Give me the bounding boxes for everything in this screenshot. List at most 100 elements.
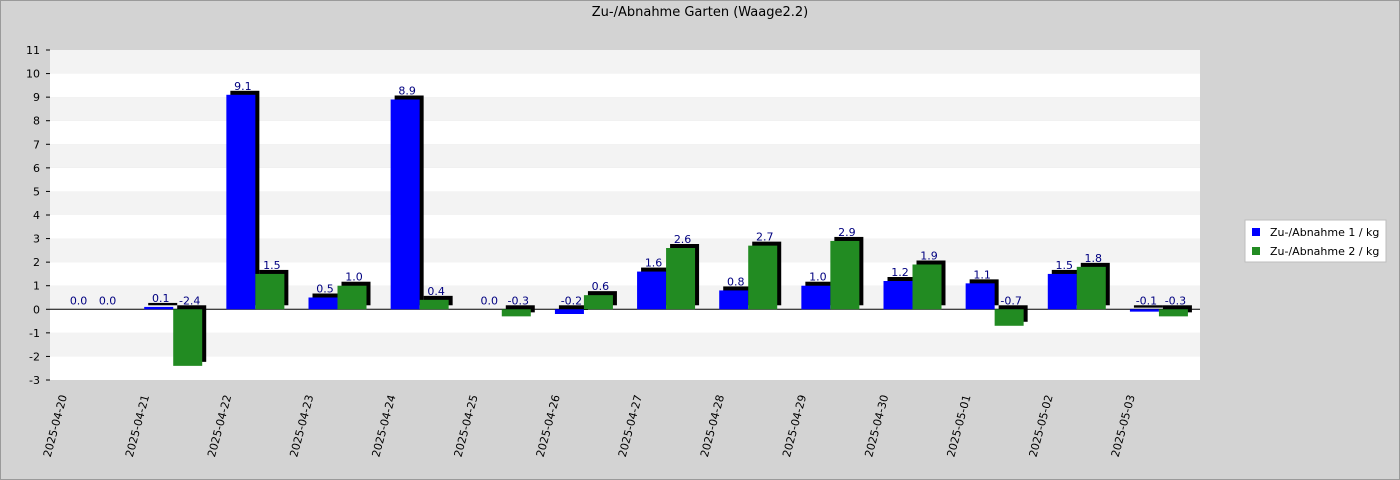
x-tick-label: 2025-04-29 <box>780 393 809 458</box>
data-label-series-2: 2.6 <box>674 233 692 246</box>
data-label-series-2: -0.7 <box>1000 294 1021 307</box>
legend: Zu-/Abnahme 1 / kg Zu-/Abnahme 2 / kg <box>1244 219 1387 263</box>
x-tick-label: 2025-04-20 <box>41 393 70 458</box>
bar-series-1 <box>226 94 256 310</box>
plot-band <box>50 332 1200 357</box>
plot-band <box>50 167 1200 192</box>
bar-series-2 <box>748 245 778 310</box>
data-label-series-1: 0.8 <box>727 275 745 288</box>
bars-group <box>144 90 1192 366</box>
plot-band <box>50 238 1200 263</box>
x-tick-label: 2025-04-22 <box>205 393 234 458</box>
y-tick-label: 5 <box>33 185 40 198</box>
bar-series-1 <box>144 306 174 310</box>
data-label-series-2: 0.4 <box>427 285 445 298</box>
x-tick-label: 2025-04-28 <box>698 393 727 458</box>
bar-series-2 <box>583 295 613 310</box>
bar-series-2 <box>337 285 367 310</box>
bar-series-1 <box>883 281 913 310</box>
data-label-series-2: -0.3 <box>508 294 529 307</box>
x-tick-label: 2025-05-02 <box>1027 393 1056 458</box>
x-tick-label: 2025-04-26 <box>534 393 563 458</box>
bar-series-1 <box>719 290 749 310</box>
bar-shadow <box>505 305 535 313</box>
plot-band <box>50 50 1200 74</box>
x-tick-label: 2025-04-30 <box>862 393 891 458</box>
legend-label-series-2: Zu-/Abnahme 2 / kg <box>1270 245 1379 258</box>
bar-shadow <box>558 305 588 310</box>
bar-series-1 <box>637 271 667 310</box>
bar-series-1 <box>554 309 584 314</box>
y-tick-label: 11 <box>26 44 40 57</box>
plot-background <box>50 50 1200 380</box>
bar-shadow <box>1162 305 1192 313</box>
y-tick-label: 6 <box>33 162 40 175</box>
data-label-series-2: 1.5 <box>263 259 281 272</box>
x-tick-label: 2025-05-03 <box>1109 393 1138 458</box>
y-tick-label: -2 <box>29 350 40 363</box>
plot-band <box>50 191 1200 215</box>
y-tick-label: 0 <box>33 303 40 316</box>
data-label-series-2: 2.7 <box>756 231 774 244</box>
x-tick-label: 2025-04-21 <box>123 393 152 458</box>
data-label-series-1: -0.2 <box>561 294 582 307</box>
plot-band <box>50 120 1200 145</box>
data-label-series-1: 0.0 <box>481 294 499 307</box>
plot-band <box>50 262 1200 286</box>
y-tick-label: 7 <box>33 138 40 151</box>
data-label-series-1: 1.2 <box>891 266 909 279</box>
plot-band <box>50 215 1200 239</box>
bar-series-2 <box>994 309 1024 326</box>
bar-series-2 <box>1076 266 1106 310</box>
plot-band <box>50 356 1200 380</box>
data-label-series-1: 0.1 <box>152 292 170 305</box>
x-tick-label: 2025-04-25 <box>452 393 481 458</box>
y-tick-label: -3 <box>29 374 40 387</box>
data-label-series-1: 8.9 <box>398 85 416 98</box>
bar-series-2 <box>255 273 285 310</box>
y-tick-label: 10 <box>26 68 40 81</box>
data-label-series-1: 9.1 <box>234 80 252 93</box>
x-tick-label: 2025-04-23 <box>287 393 316 458</box>
x-tick-label: 2025-04-24 <box>369 393 398 458</box>
data-label-series-1: 1.0 <box>809 271 827 284</box>
bar-series-2 <box>912 264 942 310</box>
bar-series-2 <box>419 299 449 310</box>
bar-series-2 <box>666 248 696 310</box>
plot-band <box>50 144 1200 168</box>
y-tick-label: 2 <box>33 256 40 269</box>
bar-series-1 <box>308 297 338 310</box>
data-label-series-1: 1.6 <box>645 257 663 270</box>
bar-series-2 <box>173 309 203 366</box>
data-label-series-2: 1.0 <box>345 271 363 284</box>
y-tick-label: 1 <box>33 280 40 293</box>
data-label-series-2: 1.9 <box>920 250 938 263</box>
x-tick-label: 2025-04-27 <box>616 393 645 458</box>
bar-series-2 <box>1158 309 1188 317</box>
data-label-series-1: -0.1 <box>1136 294 1157 307</box>
data-label-series-1: 0.0 <box>70 294 88 307</box>
bar-series-1 <box>1047 273 1077 310</box>
plot-band <box>50 309 1200 333</box>
data-label-series-2: -2.4 <box>179 294 200 307</box>
bar-series-1 <box>390 99 420 310</box>
bar-shadow <box>1133 305 1163 308</box>
data-label-series-1: 0.5 <box>316 283 334 296</box>
bar-series-2 <box>501 309 531 317</box>
legend-swatch-series-1 <box>1252 228 1260 236</box>
bar-series-1 <box>1129 309 1159 312</box>
data-label-series-2: 0.6 <box>592 280 610 293</box>
y-tick-label: 4 <box>33 209 40 222</box>
chart-title: Zu-/Abnahme Garten (Waage2.2) <box>592 5 808 20</box>
y-tick-label: -1 <box>29 327 40 340</box>
bar-series-2 <box>830 240 860 310</box>
y-tick-label: 3 <box>33 233 40 246</box>
legend-label-series-1: Zu-/Abnahme 1 / kg <box>1270 226 1379 239</box>
data-label-series-2: -0.3 <box>1165 294 1186 307</box>
data-label-series-2: 1.8 <box>1085 252 1103 265</box>
data-label-series-2: 2.9 <box>838 226 856 239</box>
x-tick-label: 2025-05-01 <box>944 393 973 458</box>
plot-band <box>50 97 1200 121</box>
y-tick-label: 8 <box>33 115 40 128</box>
